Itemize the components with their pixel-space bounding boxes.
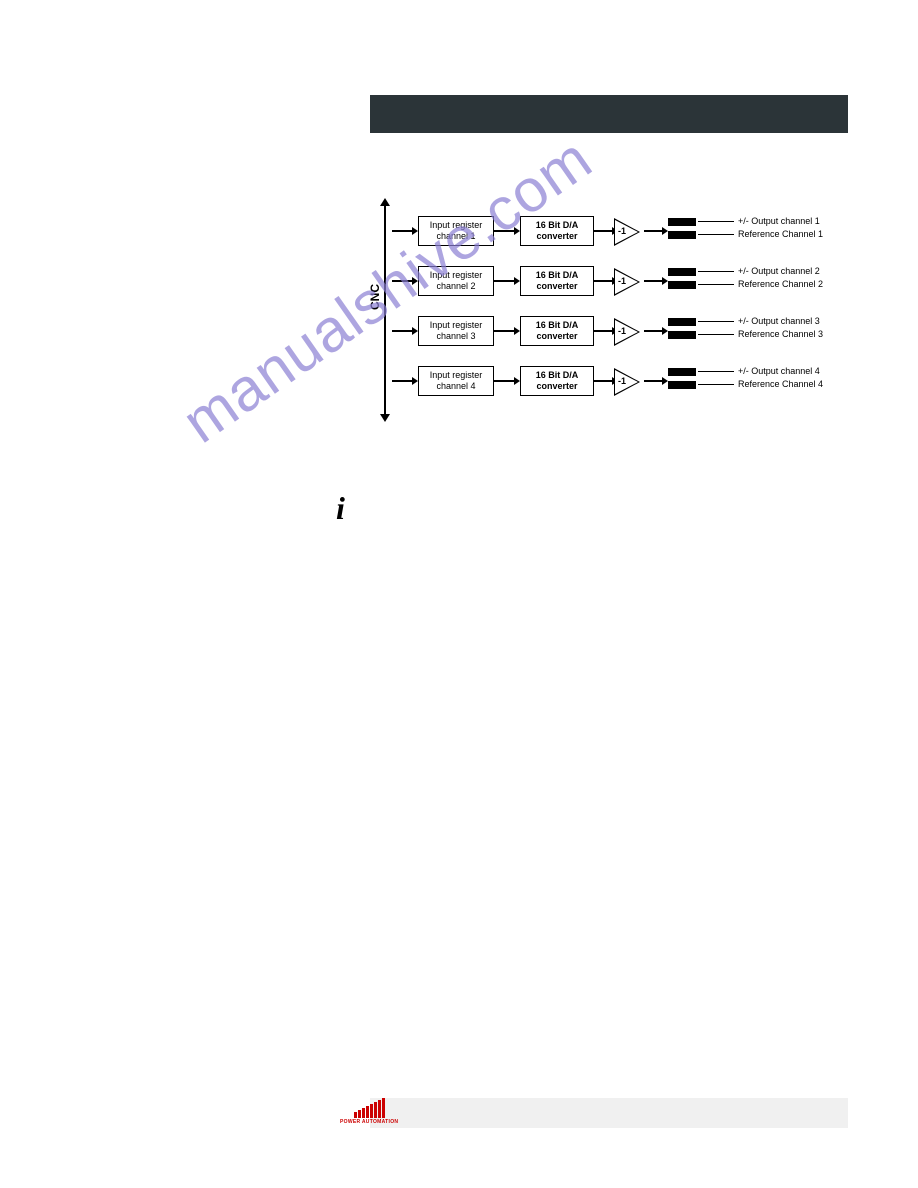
arrow: [494, 330, 514, 332]
gain-label: -1: [618, 276, 626, 286]
gain-label: -1: [618, 226, 626, 236]
output-terminal: [668, 318, 696, 344]
arrow: [644, 380, 662, 382]
logo-text: POWER AUTOMATION: [340, 1119, 398, 1125]
converter-box: 16 Bit D/Aconverter: [520, 216, 594, 246]
channel-row-2: Input registerchannel 2 16 Bit D/Aconvert…: [392, 262, 852, 302]
arrow: [494, 380, 514, 382]
arrow: [594, 330, 612, 332]
arrow: [392, 230, 412, 232]
output-labels: +/- Output channel 3Reference Channel 3: [738, 315, 823, 340]
converter-box: 16 Bit D/Aconverter: [520, 366, 594, 396]
output-terminal: [668, 268, 696, 294]
logo-bar: [358, 1110, 361, 1118]
arrow: [644, 330, 662, 332]
input-register-box: Input registerchannel 3: [418, 316, 494, 346]
converter-box: 16 Bit D/Aconverter: [520, 266, 594, 296]
output-labels: +/- Output channel 1Reference Channel 1: [738, 215, 823, 240]
output-wires: [698, 371, 734, 397]
arrow: [392, 380, 412, 382]
arrow: [644, 230, 662, 232]
info-icon: i: [336, 490, 345, 527]
gain-label: -1: [618, 326, 626, 336]
output-wires: [698, 221, 734, 247]
logo-bar: [366, 1106, 369, 1118]
logo-bar: [374, 1102, 377, 1118]
arrow: [644, 280, 662, 282]
arrow: [494, 230, 514, 232]
output-labels: +/- Output channel 4Reference Channel 4: [738, 365, 823, 390]
cnc-bus-arrow: [384, 205, 386, 415]
footer-bar: [370, 1098, 848, 1128]
logo-bar: [362, 1108, 365, 1118]
channel-row-1: Input registerchannel 1 16 Bit D/Aconvert…: [392, 212, 852, 252]
logo: POWER AUTOMATION: [340, 1096, 398, 1125]
logo-bar: [354, 1112, 357, 1118]
arrow: [594, 380, 612, 382]
logo-bar: [378, 1100, 381, 1118]
block-diagram: CNC Input registerchannel 1 16 Bit D/Acon…: [370, 200, 850, 430]
gain-label: -1: [618, 376, 626, 386]
arrow: [494, 280, 514, 282]
arrow: [594, 280, 612, 282]
channel-row-3: Input registerchannel 3 16 Bit D/Aconvert…: [392, 312, 852, 352]
input-register-box: Input registerchannel 2: [418, 266, 494, 296]
input-register-box: Input registerchannel 1: [418, 216, 494, 246]
arrow: [594, 230, 612, 232]
output-wires: [698, 271, 734, 297]
cnc-label: CNC: [368, 284, 382, 310]
input-register-box: Input registerchannel 4: [418, 366, 494, 396]
arrow: [392, 280, 412, 282]
header-bar: [370, 95, 848, 133]
logo-bars: [354, 1096, 385, 1118]
logo-bar: [382, 1098, 385, 1118]
arrow: [392, 330, 412, 332]
output-wires: [698, 321, 734, 347]
output-terminal: [668, 368, 696, 394]
output-labels: +/- Output channel 2Reference Channel 2: [738, 265, 823, 290]
output-terminal: [668, 218, 696, 244]
channel-row-4: Input registerchannel 4 16 Bit D/Aconvert…: [392, 362, 852, 402]
converter-box: 16 Bit D/Aconverter: [520, 316, 594, 346]
logo-bar: [370, 1104, 373, 1118]
